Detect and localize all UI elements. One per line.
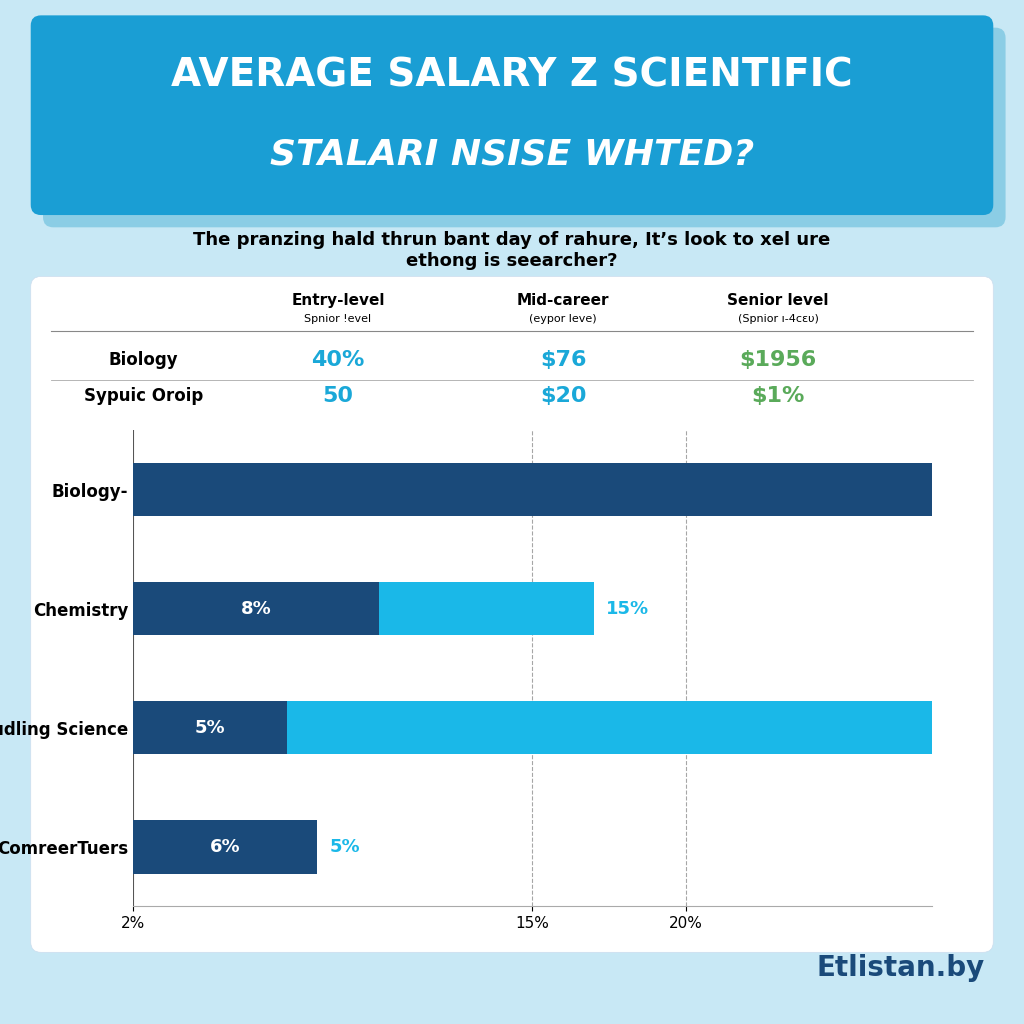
Text: Spnior !evel: Spnior !evel (304, 314, 372, 325)
FancyBboxPatch shape (31, 15, 993, 215)
Text: STALARI NSISE WHTED?: STALARI NSISE WHTED? (270, 137, 754, 172)
Bar (133, 582, 379, 636)
Text: (Spnior ı-4cευ): (Spnior ı-4cευ) (738, 314, 818, 325)
Text: Entry-level: Entry-level (291, 293, 385, 307)
Text: Biology: Biology (109, 351, 178, 370)
Text: 5%: 5% (195, 719, 225, 736)
Bar (287, 700, 1024, 755)
Text: 54%: 54% (941, 480, 984, 499)
Text: Mid-career: Mid-career (517, 293, 609, 307)
Text: 40%: 40% (311, 350, 365, 371)
Text: 15%: 15% (606, 600, 649, 617)
Text: 5%: 5% (330, 838, 360, 856)
Text: $1%: $1% (752, 386, 805, 407)
Text: Etlistan.by: Etlistan.by (817, 953, 985, 982)
Bar (133, 820, 317, 873)
Text: 8%: 8% (241, 600, 271, 617)
Text: (eypor leve): (eypor leve) (529, 314, 597, 325)
Text: Senior level: Senior level (727, 293, 829, 307)
Text: Sypuic Oroip: Sypuic Oroip (84, 387, 203, 406)
Bar (133, 700, 287, 755)
Text: $1956: $1956 (739, 350, 817, 371)
Text: The pranzing hald thrun bant day of rahure, It’s look to xel ure
ethong is seear: The pranzing hald thrun bant day of rahu… (194, 231, 830, 270)
Text: $76: $76 (540, 350, 587, 371)
FancyBboxPatch shape (43, 28, 1006, 227)
Bar (133, 463, 1024, 516)
Bar (379, 582, 594, 636)
Text: 50: 50 (323, 386, 353, 407)
FancyBboxPatch shape (31, 276, 993, 952)
Text: $20: $20 (540, 386, 587, 407)
Text: 6%: 6% (210, 838, 241, 856)
Text: AVERAGE SALARY Z SCIENTIFIC: AVERAGE SALARY Z SCIENTIFIC (171, 56, 853, 95)
